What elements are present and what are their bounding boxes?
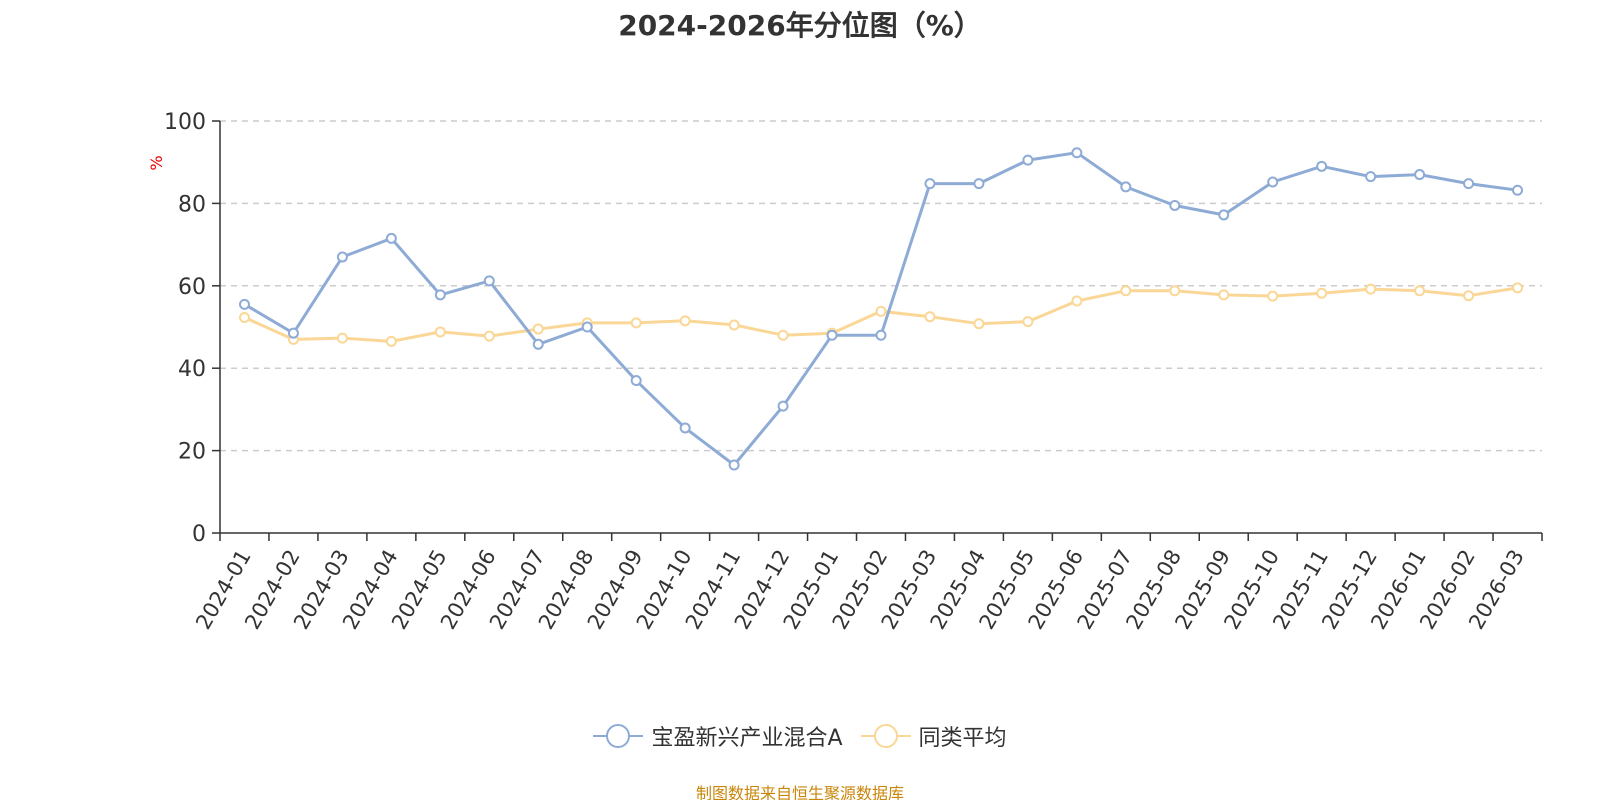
y-axis-label: % (147, 155, 166, 170)
legend-line-circle-icon (860, 723, 911, 749)
data-point (1316, 287, 1328, 299)
grid-lines (220, 120, 1542, 452)
data-point (385, 335, 397, 347)
legend-label-fund: 宝盈新兴产业混合A (651, 726, 843, 751)
data-point (1512, 282, 1524, 294)
data-point (581, 321, 593, 333)
data-point (1267, 176, 1279, 188)
data-point (287, 327, 299, 339)
data-point (973, 318, 985, 330)
data-point (679, 315, 691, 327)
data-point (1463, 290, 1475, 302)
data-point (1463, 178, 1475, 190)
legend-label-average: 同类平均 (918, 726, 1007, 751)
tick-labels: 020406080100%2024-012024-022024-032024-0… (147, 110, 1529, 633)
data-point (924, 178, 936, 190)
data-point (532, 338, 544, 350)
data-point (973, 178, 985, 190)
data-point (875, 329, 887, 341)
data-point (1365, 171, 1377, 183)
legend: 宝盈新兴产业混合A 同类平均 (0, 720, 1600, 752)
data-point (679, 422, 691, 434)
axes (212, 120, 1543, 541)
chart-title: 2024-2026年分位图（%） (618, 9, 982, 42)
data-point (1512, 184, 1524, 196)
data-point (434, 326, 446, 338)
y-tick-label: 100 (164, 110, 206, 135)
data-point (1414, 285, 1426, 297)
data-point (1120, 181, 1132, 193)
data-point (532, 323, 544, 335)
data-point (875, 305, 887, 317)
data-point (924, 311, 936, 323)
data-point (826, 329, 838, 341)
legend-line-circle-icon (593, 723, 644, 749)
data-point (1316, 160, 1328, 172)
data-source-note: 制图数据来自恒生聚源数据库 (695, 784, 904, 800)
data-point (630, 375, 642, 387)
data-point (238, 312, 250, 324)
data-point (1414, 169, 1426, 181)
data-point (1022, 316, 1034, 328)
data-point (336, 251, 348, 263)
data-point (728, 459, 740, 471)
data-point (434, 289, 446, 301)
data-point (630, 317, 642, 329)
data-point (336, 332, 348, 344)
data-point (1071, 147, 1083, 159)
data-point (1218, 209, 1230, 221)
data-point (483, 275, 495, 287)
y-tick-label: 40 (178, 357, 206, 382)
data-point (1169, 199, 1181, 211)
y-tick-label: 20 (178, 440, 206, 465)
data-point (1365, 283, 1377, 295)
legend-item-average[interactable]: 同类平均 (860, 720, 1007, 752)
data-point (385, 232, 397, 244)
data-point (1120, 285, 1132, 297)
data-point (1169, 285, 1181, 297)
y-tick-label: 80 (178, 192, 206, 217)
y-tick-label: 0 (192, 522, 206, 547)
y-tick-label: 60 (178, 275, 206, 300)
data-point (777, 400, 789, 412)
data-point (1267, 290, 1279, 302)
data-point (483, 330, 495, 342)
series-lines (238, 147, 1524, 471)
data-point (728, 319, 740, 331)
data-point (238, 298, 250, 310)
data-point (777, 329, 789, 341)
legend-item-fund[interactable]: 宝盈新兴产业混合A (593, 720, 843, 752)
data-point (1022, 154, 1034, 166)
data-point (1071, 295, 1083, 307)
data-point (1218, 289, 1230, 301)
